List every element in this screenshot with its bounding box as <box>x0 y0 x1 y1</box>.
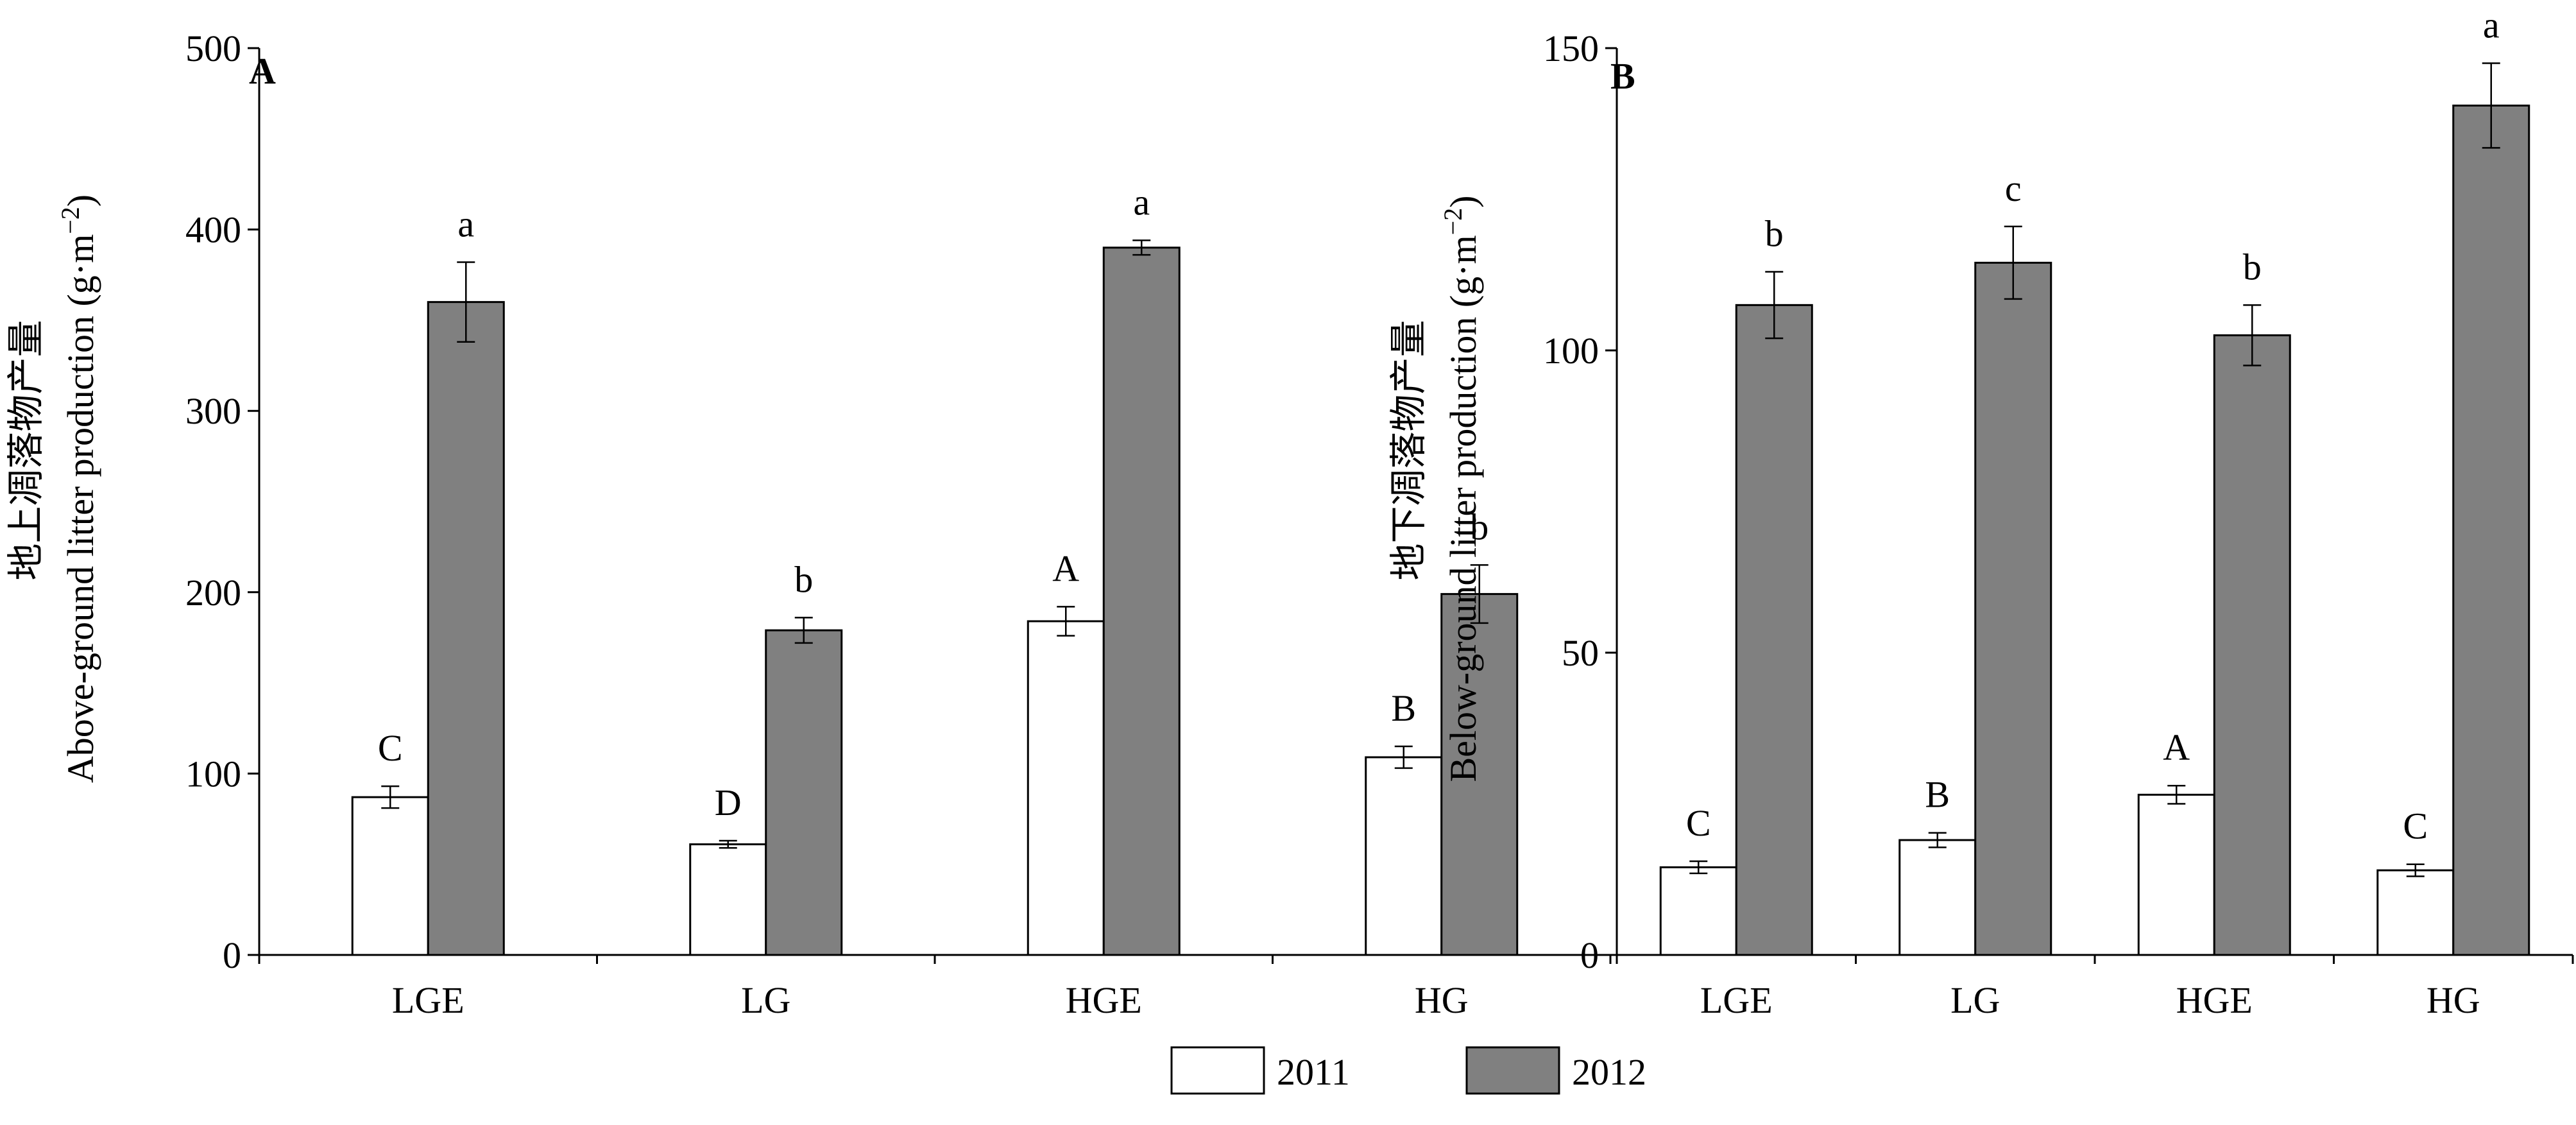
y-axis-label-exponent: −2 <box>56 207 85 234</box>
y-tick-label: 200 <box>185 572 241 614</box>
bar-2011-LGE <box>351 796 429 956</box>
panel-label: B <box>1610 55 1635 97</box>
y-axis-label-main: Above-ground litter production (g·m <box>60 234 101 783</box>
significance-letter: b <box>2243 246 2262 288</box>
significance-letter: D <box>715 782 742 823</box>
bar-2011-LG <box>1898 839 1977 956</box>
y-tick-label: 100 <box>185 753 241 794</box>
y-tick-label: 50 <box>1562 632 1599 674</box>
bar-2011-HGE <box>2137 793 2215 956</box>
y-tick-label: 300 <box>185 390 241 432</box>
y-axis-label-close: ) <box>60 194 101 207</box>
y-axis-label-chinese: 地下凋落物产量 <box>1388 320 1429 580</box>
x-tick-label: HG <box>1415 979 1469 1021</box>
x-tick-label: LG <box>741 979 790 1021</box>
legend: 2011 2012 <box>1170 1046 1646 1095</box>
panel-label: A <box>249 50 276 92</box>
significance-letter: c <box>2005 167 2022 209</box>
y-axis-label-exponent: −2 <box>1438 208 1467 236</box>
y-axis-label-close: ) <box>1442 196 1484 208</box>
bar-2011-LGE <box>1659 866 1737 956</box>
y-axis-label-chinese: 地上凋落物产量 <box>5 320 47 580</box>
legend-swatch-2011 <box>1170 1046 1265 1095</box>
y-tick-label: 100 <box>1543 330 1599 372</box>
significance-letter: a <box>457 203 474 245</box>
x-tick-label: HGE <box>2176 979 2253 1021</box>
bar-2011-HG <box>1365 756 1443 956</box>
significance-letter: A <box>2163 726 2190 768</box>
significance-letter: B <box>1925 774 1950 816</box>
significance-letter: a <box>2483 4 2500 46</box>
bar-2012-LG <box>765 629 843 956</box>
x-tick-label: LG <box>1950 979 2000 1021</box>
legend-swatch-2012 <box>1465 1046 1560 1095</box>
significance-letter: b <box>794 558 813 600</box>
x-tick-label: LGE <box>392 979 465 1021</box>
significance-letter: C <box>378 727 403 769</box>
bar-2011-HG <box>2376 869 2455 956</box>
y-tick-label: 500 <box>185 28 241 69</box>
bar-2012-LGE <box>427 301 505 956</box>
bar-2012-HG <box>2452 104 2530 956</box>
legend-label-2012: 2012 <box>1572 1051 1646 1093</box>
x-tick-label: HG <box>2427 979 2480 1021</box>
x-tick-label: LGE <box>1700 979 1773 1021</box>
y-axis-label-english: Above-ground litter production (g·m−2) <box>56 194 101 783</box>
y-tick-label: 400 <box>185 209 241 251</box>
y-tick-label: 0 <box>223 934 241 976</box>
x-tick-label: HGE <box>1066 979 1142 1021</box>
bar-2012-HGE <box>1102 246 1181 956</box>
significance-letter: a <box>1133 182 1150 223</box>
y-axis-label-main: Below-ground litter production (g·m <box>1442 235 1484 782</box>
bar-2012-HGE <box>2213 334 2291 956</box>
bar-2012-LGE <box>1735 304 1813 956</box>
significance-letter: b <box>1765 213 1784 255</box>
bar-2012-LG <box>1974 261 2052 956</box>
legend-label-2011: 2011 <box>1277 1051 1350 1093</box>
significance-letter: A <box>1052 547 1079 589</box>
significance-letter: C <box>1686 802 1711 844</box>
significance-letter: b <box>1470 506 1488 547</box>
significance-letter: C <box>2403 805 2428 847</box>
y-tick-label: 150 <box>1543 28 1599 69</box>
significance-letter: B <box>1391 687 1416 729</box>
bar-2011-LG <box>689 843 767 956</box>
y-tick-label: 0 <box>1580 934 1599 976</box>
bar-2011-HGE <box>1027 620 1105 956</box>
y-axis-label-english: Below-ground litter production (g·m−2) <box>1438 196 1484 782</box>
